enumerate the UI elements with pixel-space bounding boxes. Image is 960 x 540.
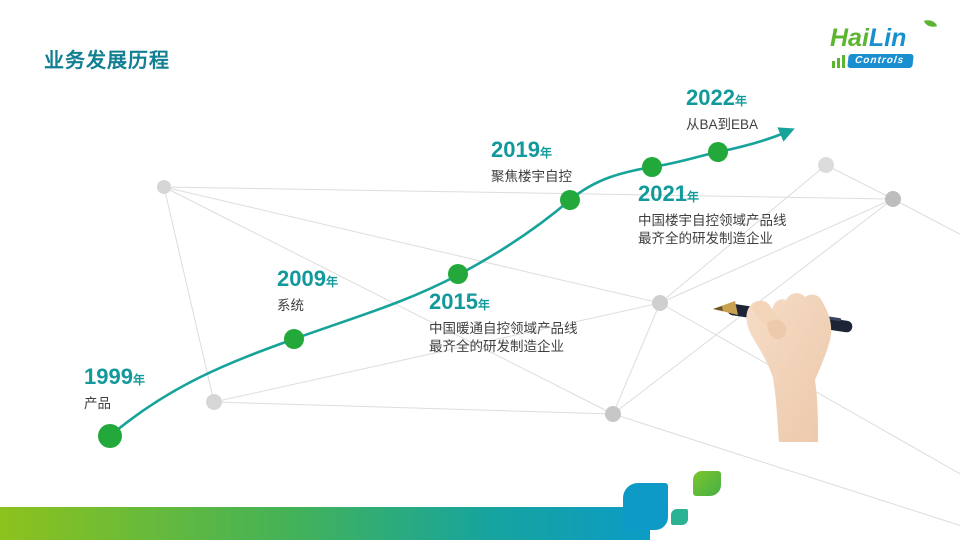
hailin-logo-wordmark: HaiLin: [830, 17, 938, 52]
milestone-year: 1999年: [84, 364, 145, 389]
milestone-dot-2019: [560, 190, 580, 210]
milestone-year: 2021年: [638, 181, 699, 206]
milestone-year: 2019年: [491, 137, 552, 162]
timeline-growth-curve: [109, 127, 795, 437]
milestone-desc: 产品: [84, 396, 111, 411]
page-title: 业务发展历程: [44, 50, 170, 72]
milestone-dot-2022: [708, 142, 728, 162]
milestone-desc: 系统: [277, 298, 304, 313]
deco-green-square: [693, 471, 721, 496]
milestone-2021: 2021年 中国楼宇自控领域产品线 最齐全的研发制造企业: [638, 183, 787, 248]
milestone-desc: 中国楼宇自控领域产品线 最齐全的研发制造企业: [638, 213, 787, 247]
milestone-desc: 中国暖通自控领域产品线 最齐全的研发制造企业: [429, 321, 578, 355]
equalizer-bars-icon: [832, 55, 845, 68]
milestone-desc: 从BA到EBA: [686, 117, 759, 132]
hailin-logo: HaiLin Controls: [830, 17, 938, 68]
milestone-year: 2009年: [277, 266, 338, 291]
milestone-dots: [98, 142, 728, 448]
logo-text-hai: Hai: [830, 24, 869, 52]
background-network-nodes: [157, 157, 901, 422]
milestone-1999: 1999年 产品: [84, 366, 145, 413]
bottom-blue-block: [623, 483, 668, 530]
logo-text-lin: Lin: [868, 24, 907, 52]
milestone-year: 2015年: [429, 289, 490, 314]
milestone-dot-1999: [98, 424, 122, 448]
logo-tagline-row: Controls: [832, 54, 934, 68]
milestone-dot-2009: [284, 329, 304, 349]
milestone-year: 2022年: [686, 85, 747, 110]
milestone-2022: 2022年 从BA到EBA: [686, 87, 758, 134]
milestone-dot-2015: [448, 264, 468, 284]
deco-teal-square: [671, 509, 688, 525]
milestone-desc: 聚焦楼宇自控: [491, 169, 572, 184]
bottom-gradient-bar: [0, 507, 650, 540]
hand-with-pen-image: [713, 293, 853, 442]
milestone-2009: 2009年 系统: [277, 268, 338, 315]
milestone-2015: 2015年 中国暖通自控领域产品线 最齐全的研发制造企业: [429, 291, 578, 356]
milestone-2019: 2019年 聚焦楼宇自控: [491, 139, 572, 186]
milestone-dot-2021: [642, 157, 662, 177]
